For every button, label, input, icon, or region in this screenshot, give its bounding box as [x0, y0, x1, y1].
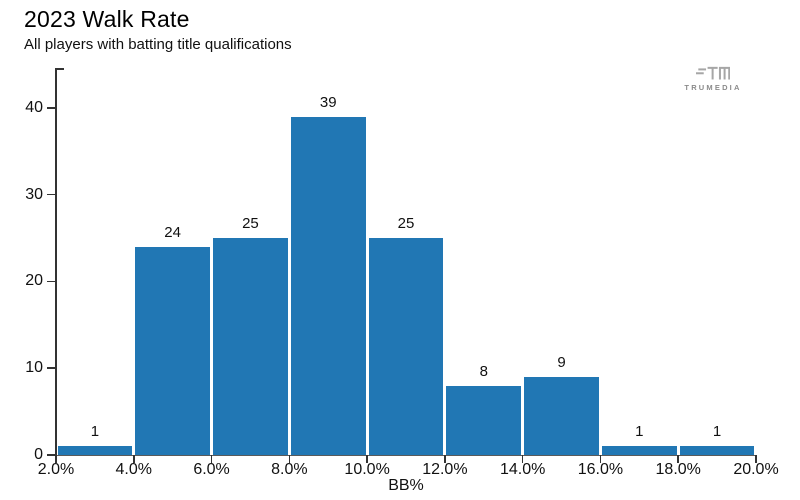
histogram-bar[interactable] — [290, 116, 366, 455]
chart-title: 2023 Walk Rate — [24, 6, 190, 32]
bar-value-label: 8 — [479, 362, 488, 380]
x-axis-line — [55, 454, 757, 456]
bar-value-label: 39 — [319, 93, 337, 111]
y-axis-tick-label: 10 — [25, 359, 43, 377]
bar-value-label: 25 — [242, 215, 259, 233]
chart-header: 2023 Walk Rate All players with batting … — [24, 6, 292, 53]
y-axis-tick-label: 0 — [34, 446, 43, 463]
histogram-plot: BB% 1 24 25 39 25 8 9 1 1 2.0% 4.0% 6.0% 8.0% 10.0% 12… — [25, 68, 779, 494]
x-axis-title: BB% — [388, 477, 424, 494]
histogram-bar[interactable] — [446, 385, 522, 455]
x-axis-tick-label: 14.0% — [499, 461, 546, 478]
trumedia-tm-icon — [696, 66, 730, 80]
y-axis-tick — [47, 280, 55, 283]
x-axis-tick-label: 6.0% — [193, 461, 230, 478]
bar-value-label: 1 — [712, 423, 722, 441]
histogram-bar[interactable] — [135, 246, 211, 455]
x-axis-tick — [288, 455, 291, 463]
histogram-bar[interactable] — [679, 446, 755, 455]
trumedia-logo: TRUMEDIA — [678, 64, 748, 92]
bar-value-label: 1 — [635, 423, 644, 441]
bar-value-label: 25 — [397, 215, 415, 233]
x-axis-tick — [55, 455, 57, 463]
y-axis-line — [55, 68, 57, 455]
bar-value-label: 1 — [90, 423, 100, 441]
x-axis-tick — [521, 455, 524, 463]
x-axis-tick-label: 2.0% — [37, 461, 75, 478]
y-axis-tick-label: 20 — [25, 272, 43, 290]
y-axis-tick — [47, 454, 55, 456]
x-axis-tick-label: 16.0% — [577, 461, 624, 478]
x-axis-tick-label: 4.0% — [115, 461, 152, 478]
y-axis-tick-label: 30 — [25, 185, 43, 203]
y-axis-tick-label: 40 — [25, 98, 43, 116]
x-axis-tick-label: 18.0% — [655, 461, 701, 478]
x-axis-tick — [599, 455, 602, 463]
chart-subtitle: All players with batting title qualifica… — [24, 36, 292, 53]
x-axis-tick — [677, 455, 679, 463]
y-axis-tick — [47, 367, 55, 369]
x-axis-tick-label: 20.0% — [733, 461, 779, 478]
histogram-bar[interactable] — [213, 238, 288, 455]
histogram-bar[interactable] — [368, 238, 444, 455]
x-axis-tick-label: 10.0% — [344, 461, 390, 478]
y-axis-tick — [47, 193, 55, 196]
histogram-bar[interactable] — [57, 446, 133, 455]
x-axis-tick — [444, 455, 446, 463]
bar-value-label: 24 — [164, 223, 181, 241]
x-axis-tick — [133, 455, 135, 463]
x-axis-tick-label: 12.0% — [422, 461, 468, 478]
bar-value-label: 9 — [557, 353, 566, 371]
x-axis-tick — [755, 455, 757, 463]
x-axis-tick — [366, 455, 368, 463]
trumedia-logo-text: TRUMEDIA — [684, 83, 742, 92]
histogram-bar[interactable] — [601, 446, 677, 455]
x-axis-tick — [210, 455, 213, 463]
x-axis-tick-label: 8.0% — [271, 461, 308, 478]
y-axis-end-cap — [55, 68, 64, 70]
y-axis-tick — [47, 107, 55, 109]
histogram-bar[interactable] — [524, 376, 599, 455]
